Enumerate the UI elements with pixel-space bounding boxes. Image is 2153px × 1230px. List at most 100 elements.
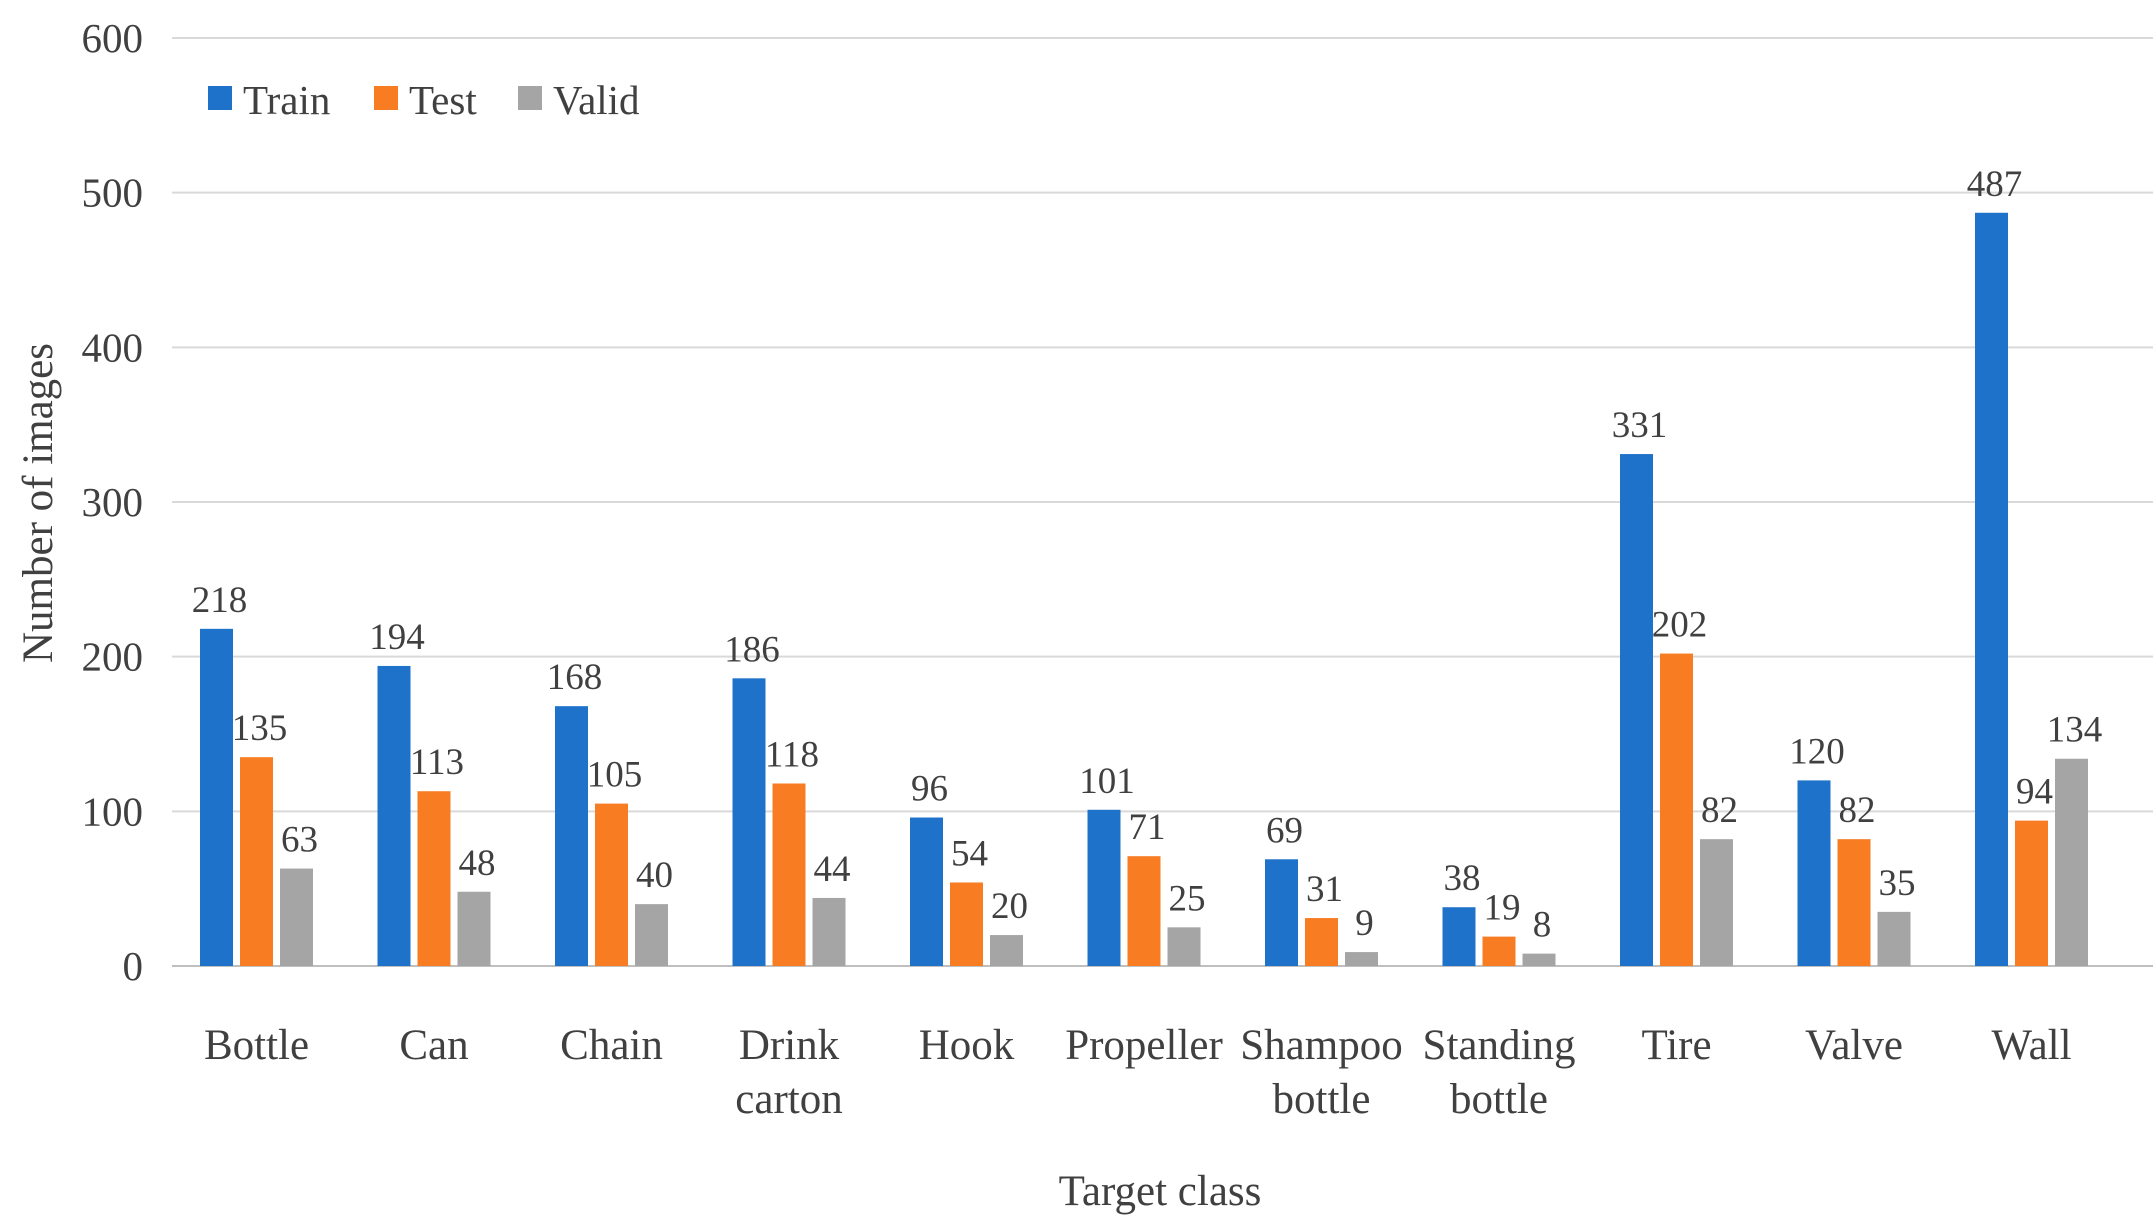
legend-label-train: Train: [243, 77, 330, 123]
data-label: 101: [1079, 761, 1135, 802]
bar-train-propeller: [1087, 809, 1121, 966]
data-label: 331: [1612, 405, 1668, 446]
x-category-label: Valve: [1805, 1022, 1903, 1069]
bar-train-wall: [1975, 212, 2008, 967]
data-label: 44: [814, 849, 851, 890]
data-label: 135: [232, 708, 288, 749]
data-label: 31: [1306, 869, 1343, 910]
bar-test-standing-bottle: [1482, 936, 1516, 966]
x-category-label: Chain: [560, 1022, 663, 1069]
legend-swatch-valid: [518, 86, 542, 110]
x-axis-title: Target class: [1059, 1168, 1262, 1215]
bar-valid-shampoo-bottle: [1345, 952, 1378, 966]
bar-valid-valve: [1877, 911, 1911, 966]
data-label: 96: [911, 769, 948, 810]
x-axis-categories: Bottle Can Chain Drink carton Hook Propeller Sh…: [204, 1022, 2072, 1123]
bar-valid-drink-carton: [812, 897, 846, 966]
data-label: 9: [1355, 903, 1374, 944]
data-label: 35: [1879, 863, 1916, 904]
legend: Train Test Valid: [208, 77, 640, 123]
bar-valid-propeller: [1167, 927, 1201, 966]
legend-label-test: Test: [409, 77, 477, 123]
data-label: 487: [1967, 164, 2023, 205]
data-label: 8: [1533, 905, 1552, 946]
bar-valid-standing-bottle: [1522, 953, 1556, 966]
data-label: 105: [587, 755, 643, 796]
data-label: 168: [547, 657, 603, 698]
data-label: 25: [1169, 878, 1206, 919]
x-category-label: Bottle: [204, 1022, 309, 1069]
bar-valid-chain: [635, 904, 668, 966]
data-label: 120: [1789, 731, 1845, 772]
data-label: 48: [459, 843, 496, 884]
bar-test-wall: [2015, 820, 2048, 966]
bar-test-propeller: [1127, 856, 1161, 966]
bar-test-bottle: [240, 757, 273, 966]
bar-train-chain: [555, 706, 588, 966]
data-label: 94: [2016, 772, 2053, 813]
legend-swatch-train: [208, 86, 232, 110]
y-tick-label: 400: [82, 324, 144, 370]
y-tick-label: 300: [82, 479, 144, 525]
data-label: 82: [1839, 790, 1876, 831]
bar-train-standing-bottle: [1442, 907, 1476, 966]
data-label: 194: [369, 617, 425, 658]
bar-test-tire: [1660, 653, 1693, 966]
x-category-label: Can: [399, 1022, 468, 1069]
data-label: 118: [765, 734, 819, 775]
gridlines: [172, 37, 2153, 967]
bar-test-chain: [595, 803, 628, 966]
x-category-label: Tire: [1641, 1022, 1711, 1069]
y-tick-label: 100: [82, 788, 144, 834]
y-tick-label: 600: [82, 15, 144, 61]
bar-test-drink-carton: [772, 783, 806, 966]
data-label: 113: [410, 742, 464, 783]
bar-test-hook: [950, 882, 983, 966]
bar-train-can: [377, 665, 411, 966]
data-label: 63: [281, 820, 318, 861]
bar-train-hook: [910, 817, 943, 966]
x-category-label: Hook: [919, 1022, 1015, 1069]
bar-valid-tire: [1700, 839, 1733, 966]
bar-test-can: [417, 791, 451, 966]
data-label: 71: [1129, 807, 1166, 848]
bar-train-drink-carton: [732, 678, 766, 966]
data-label: 82: [1701, 790, 1738, 831]
legend-swatch-test: [374, 86, 398, 110]
y-axis-ticks: 0 100 200 300 400 500 600: [82, 15, 144, 989]
data-label: 69: [1266, 810, 1303, 851]
y-tick-label: 500: [82, 170, 144, 216]
bar-valid-hook: [990, 935, 1023, 966]
bar-train-shampoo-bottle: [1265, 859, 1298, 966]
bar-valid-wall: [2055, 758, 2088, 966]
x-category-label: Wall: [1991, 1022, 2071, 1069]
x-category-label: carton: [735, 1076, 842, 1123]
data-label: 54: [951, 833, 988, 874]
x-category-label: Standing: [1423, 1022, 1576, 1069]
x-category-label: Shampoo: [1240, 1022, 1402, 1069]
x-category-label: bottle: [1273, 1076, 1371, 1123]
data-label: 186: [724, 629, 780, 670]
data-label: 38: [1444, 858, 1481, 899]
legend-label-valid: Valid: [553, 77, 640, 123]
bar-train-valve: [1797, 780, 1831, 966]
data-label: 19: [1484, 888, 1521, 929]
y-axis-title: Number of images: [15, 343, 62, 663]
bar-test-shampoo-bottle: [1305, 918, 1338, 966]
bar-test-valve: [1837, 839, 1871, 966]
bar-train-bottle: [200, 628, 233, 966]
x-category-label: Drink: [739, 1022, 840, 1069]
x-category-label: Propeller: [1065, 1022, 1223, 1069]
data-label: 40: [636, 855, 673, 896]
x-category-label: bottle: [1450, 1076, 1548, 1123]
bar-train-tire: [1620, 454, 1653, 966]
data-label: 20: [991, 886, 1028, 927]
data-label: 202: [1652, 605, 1708, 646]
y-tick-label: 0: [123, 943, 144, 989]
bar-valid-bottle: [280, 868, 313, 966]
bar-valid-can: [457, 891, 491, 966]
bars: [200, 212, 2088, 967]
data-label: 218: [192, 580, 248, 621]
